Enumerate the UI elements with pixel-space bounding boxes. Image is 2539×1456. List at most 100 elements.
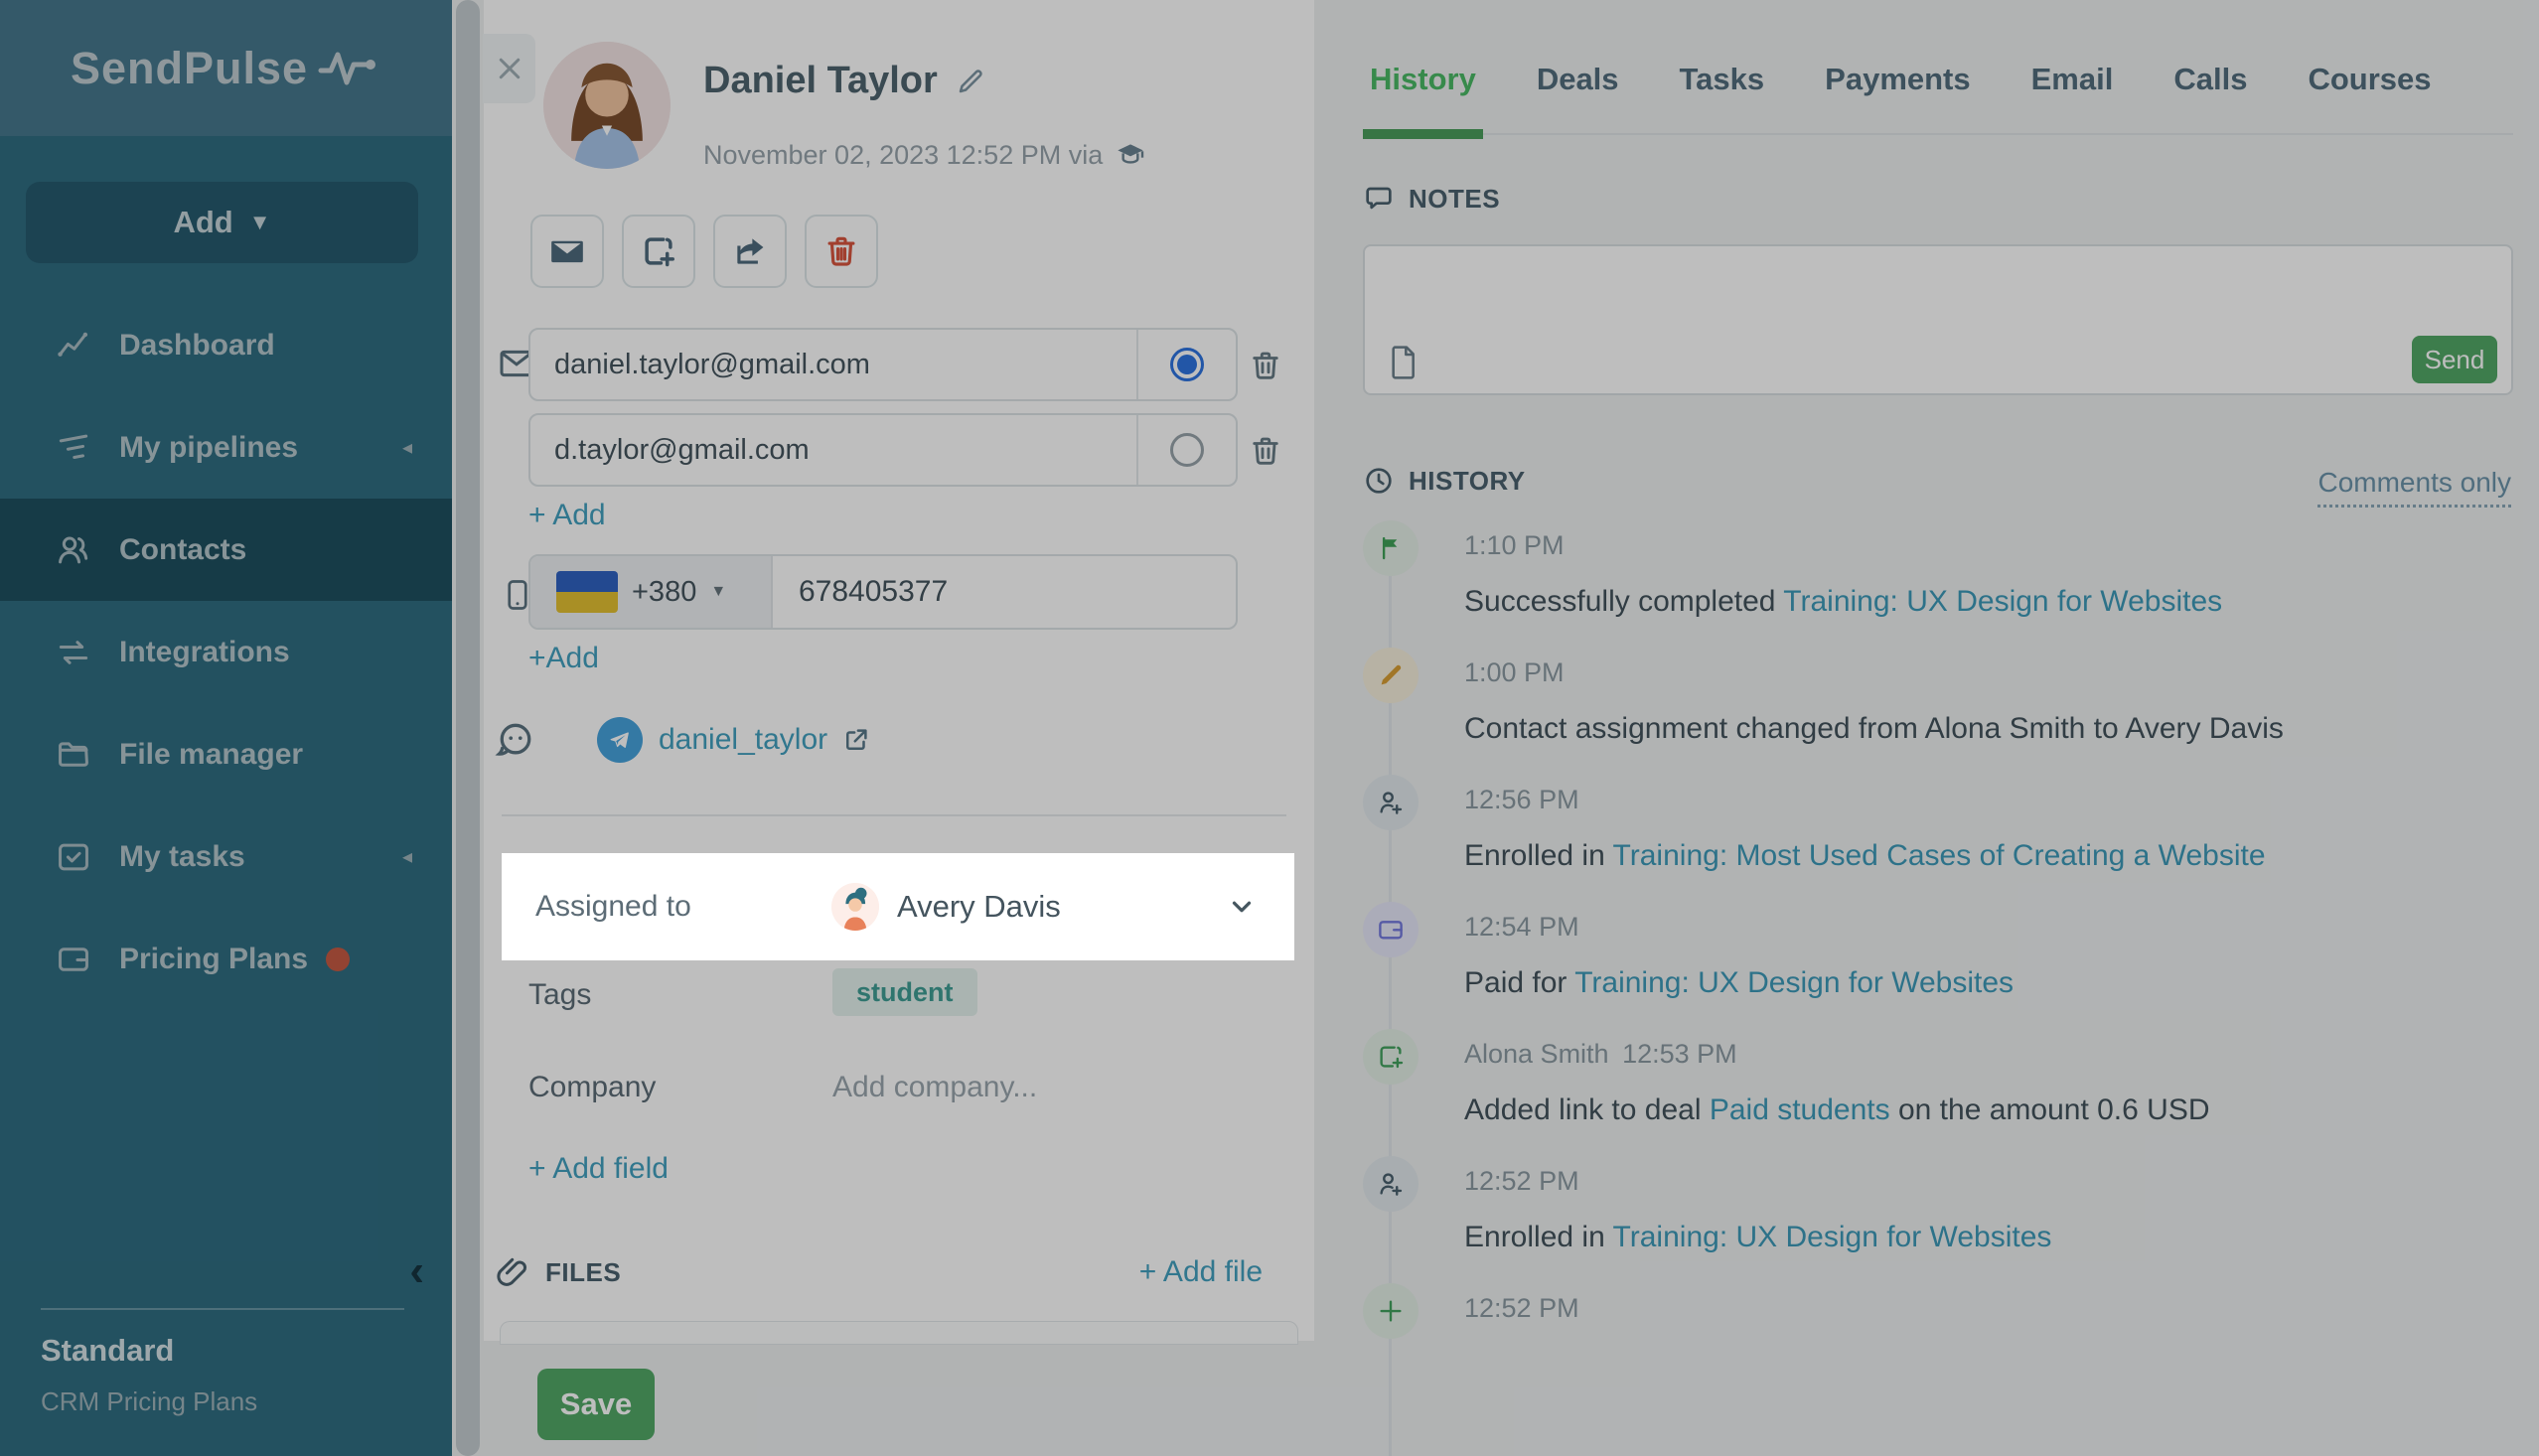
add-deal-button[interactable] [622, 215, 695, 288]
share-icon [737, 238, 764, 264]
close-icon [499, 58, 520, 79]
email-row [528, 413, 1283, 487]
sidebar-item-label: Pricing Plans [119, 942, 309, 975]
tab-deals[interactable]: Deals [1536, 62, 1619, 96]
company-input[interactable]: Add company... [832, 1071, 1038, 1103]
chevron-down-icon [1232, 901, 1252, 913]
telegram-username-link[interactable]: daniel_taylor [659, 723, 828, 756]
comments-only-filter[interactable]: Comments only [2317, 467, 2511, 508]
add-button[interactable]: Add ▼ [26, 182, 418, 263]
sidebar-item-dashboard[interactable]: Dashboard [0, 294, 452, 396]
entry-link[interactable]: Paid students [1709, 1093, 1890, 1126]
assigned-to-row[interactable]: Assigned to Avery Davis [502, 853, 1294, 960]
contact-name: Daniel Taylor [703, 60, 938, 101]
primary-email-radio[interactable] [1170, 433, 1204, 467]
entry-text: Successfully completed Training: UX Desi… [1464, 585, 2223, 618]
add-field-link[interactable]: + Add field [528, 1152, 669, 1185]
sidebar-item-label: Contacts [119, 532, 247, 566]
assignee-name: Avery Davis [897, 889, 1061, 924]
entry-link[interactable]: Training: Most Used Cases of Creating a … [1612, 839, 2266, 872]
tab-payments[interactable]: Payments [1825, 62, 1971, 96]
history-header: HISTORY [1363, 465, 1526, 497]
sidebar-item-pricing-plans[interactable]: Pricing Plans [0, 908, 452, 1010]
tab-email[interactable]: Email [2030, 62, 2114, 96]
note-input[interactable]: Send [1363, 244, 2513, 395]
sidebar-nav: Dashboard My pipelines ◂ Contacts Integr… [0, 294, 452, 1010]
external-link-icon[interactable] [841, 725, 871, 755]
logo[interactable]: SendPulse [0, 0, 452, 136]
trash-icon [827, 236, 855, 266]
chevron-left-icon: ◂ [401, 437, 412, 459]
delete-email-icon[interactable] [1248, 348, 1283, 383]
files-section-header: FILES + Add file [494, 1253, 1304, 1291]
plan-link[interactable]: CRM Pricing Plans [41, 1386, 258, 1416]
contact-card: Daniel Taylor November 02, 2023 12:52 PM… [483, 0, 1314, 1345]
messenger-row: daniel_taylor [494, 717, 871, 763]
wallet-icon [1363, 902, 1419, 957]
contact-actions [530, 215, 878, 288]
sidebar-item-my-pipelines[interactable]: My pipelines ◂ [0, 396, 452, 499]
close-button[interactable] [483, 34, 535, 103]
chevron-down-icon: ▼ [710, 583, 727, 600]
sidebar-item-label: File manager [119, 737, 304, 771]
save-button[interactable]: Save [537, 1369, 655, 1440]
sidebar-item-file-manager[interactable]: File manager [0, 703, 452, 805]
tab-calls[interactable]: Calls [2173, 62, 2248, 96]
add-file-link[interactable]: + Add file [1138, 1255, 1263, 1288]
country-code-select[interactable]: +380 ▼ [530, 556, 773, 628]
tab-tasks[interactable]: Tasks [1679, 62, 1765, 96]
card-divider [502, 814, 1286, 816]
company-label: Company [528, 1071, 657, 1103]
edit-name-icon[interactable] [956, 67, 985, 96]
tab-courses[interactable]: Courses [2308, 62, 2432, 96]
delete-email-icon[interactable] [1248, 433, 1283, 469]
files-label: FILES [545, 1256, 622, 1287]
sidebar: SendPulse Add ▼ Dashboard My pipelines ◂… [0, 0, 452, 1456]
edu-source-icon [1118, 144, 1144, 164]
history-entry: 1:00 PM Contact assignment changed from … [1363, 648, 2513, 753]
primary-email-radio[interactable] [1170, 348, 1204, 381]
entry-time: 12:53 PM [1622, 1039, 1737, 1069]
add-phone-link[interactable]: +Add [528, 642, 599, 674]
sidebar-item-my-tasks[interactable]: My tasks ◂ [0, 805, 452, 908]
entry-link[interactable]: Training: UX Design for Websites [1612, 1221, 2052, 1253]
history-entry: 12:52 PM [1363, 1283, 2513, 1388]
add-email-link[interactable]: + Add [528, 499, 606, 531]
entry-link[interactable]: Training: UX Design for Websites [1783, 585, 2223, 618]
delete-contact-button[interactable] [805, 215, 878, 288]
messenger-icon [495, 723, 531, 756]
pricing-icon [55, 941, 92, 978]
phone-number-input[interactable]: 678405377 [799, 575, 949, 608]
entry-link[interactable]: Training: UX Design for Websites [1574, 966, 2015, 999]
send-note-button[interactable]: Send [2412, 336, 2497, 383]
files-dropzone[interactable] [500, 1321, 1298, 1345]
share-contact-button[interactable] [713, 215, 787, 288]
email-input[interactable] [528, 413, 1238, 487]
integrations-icon [55, 634, 92, 671]
entry-text: Enrolled in Training: Most Used Cases of… [1464, 839, 2266, 872]
sidebar-item-contacts[interactable]: Contacts [0, 499, 452, 601]
tag-student[interactable]: student [832, 968, 977, 1016]
tab-history[interactable]: History [1363, 62, 1483, 139]
activity-tabs: History Deals Tasks Payments Email Calls Cours… [1363, 62, 2513, 139]
history-timeline: 1:10 PM Successfully completed Training:… [1363, 520, 2513, 1456]
send-email-button[interactable] [530, 215, 604, 288]
entry-time: 1:00 PM [1464, 657, 1565, 687]
collapse-sidebar-icon[interactable]: ‹ [409, 1246, 424, 1295]
sidebar-item-integrations[interactable]: Integrations [0, 601, 452, 703]
sidebar-divider [41, 1308, 404, 1310]
email-input[interactable] [528, 328, 1238, 401]
notes-header: NOTES [1363, 183, 1500, 215]
email-list [528, 328, 1283, 499]
telegram-icon [597, 717, 643, 763]
tasks-icon [55, 838, 92, 876]
phone-field-icon [508, 580, 527, 610]
scrollbar-thumb[interactable] [456, 0, 480, 1456]
sidebar-item-label: My pipelines [119, 430, 299, 464]
notes-icon [1366, 187, 1392, 210]
attach-file-icon[interactable] [1387, 344, 1419, 381]
pencil-icon [1363, 648, 1419, 703]
history-label: HISTORY [1409, 465, 1526, 496]
flag-icon [1363, 520, 1419, 576]
